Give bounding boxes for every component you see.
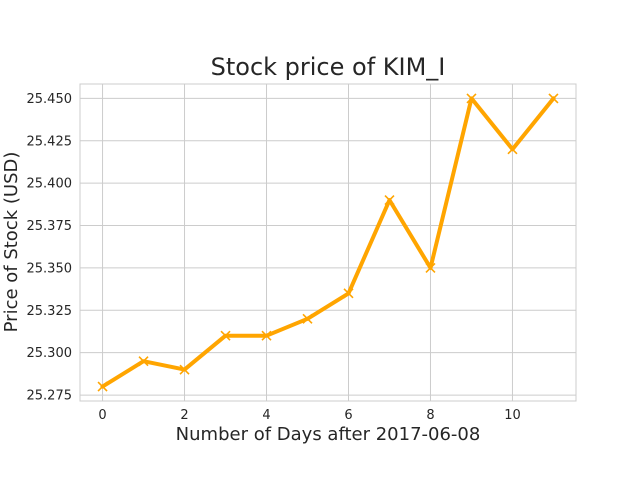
- data-point: [138, 356, 149, 367]
- data-point: [343, 288, 354, 299]
- data-point: [384, 195, 395, 206]
- marker-stroke: [425, 262, 436, 273]
- marker-stroke: [220, 330, 231, 341]
- marker-stroke: [97, 381, 108, 392]
- data-point-markers: [97, 93, 559, 392]
- y-tick-label: 25.275: [27, 389, 73, 404]
- data-point: [507, 144, 518, 155]
- data-point: [220, 330, 231, 341]
- marker-stroke: [138, 356, 149, 367]
- x-tick-label: 0: [98, 408, 106, 423]
- y-axis-label: Price of Stock (USD): [1, 152, 22, 333]
- marker-stroke: [384, 195, 395, 206]
- data-point: [548, 93, 559, 104]
- marker-stroke: [302, 313, 313, 324]
- y-tick-label: 25.450: [27, 92, 73, 107]
- x-tick-label: 8: [426, 408, 434, 423]
- marker-stroke: [179, 364, 190, 375]
- x-tick-label: 4: [262, 408, 270, 423]
- y-tick-label: 25.425: [27, 134, 73, 149]
- y-tick-label: 25.350: [27, 261, 73, 276]
- marker-stroke: [343, 288, 354, 299]
- data-point: [302, 313, 313, 324]
- x-axis-ticks: 0 2 4 6 8 10: [98, 408, 520, 423]
- data-point: [425, 262, 436, 273]
- data-point: [261, 330, 272, 341]
- y-tick-label: 25.300: [27, 346, 73, 361]
- data-point: [179, 364, 190, 375]
- x-tick-label: 10: [504, 408, 521, 423]
- chart-title: Stock price of KIM_I: [211, 53, 446, 81]
- marker-stroke: [466, 93, 477, 104]
- x-tick-label: 6: [344, 408, 352, 423]
- marker-stroke: [548, 93, 559, 104]
- grid: [80, 84, 576, 401]
- y-axis-ticks: 25.275 25.300 25.325 25.350 25.375 25.400 25.4…: [27, 92, 73, 404]
- plot-area-frame: [79, 83, 577, 402]
- data-point: [97, 381, 108, 392]
- series-price: [100, 96, 556, 389]
- x-tick-label: 2: [180, 408, 188, 423]
- y-tick-label: 25.325: [27, 304, 73, 319]
- y-tick-label: 25.375: [27, 219, 73, 234]
- marker-stroke: [261, 330, 272, 341]
- x-axis-label: Number of Days after 2017-06-08: [176, 424, 481, 445]
- series-line: [100, 96, 556, 389]
- data-point: [466, 93, 477, 104]
- marker-stroke: [507, 144, 518, 155]
- y-tick-label: 25.400: [27, 177, 73, 192]
